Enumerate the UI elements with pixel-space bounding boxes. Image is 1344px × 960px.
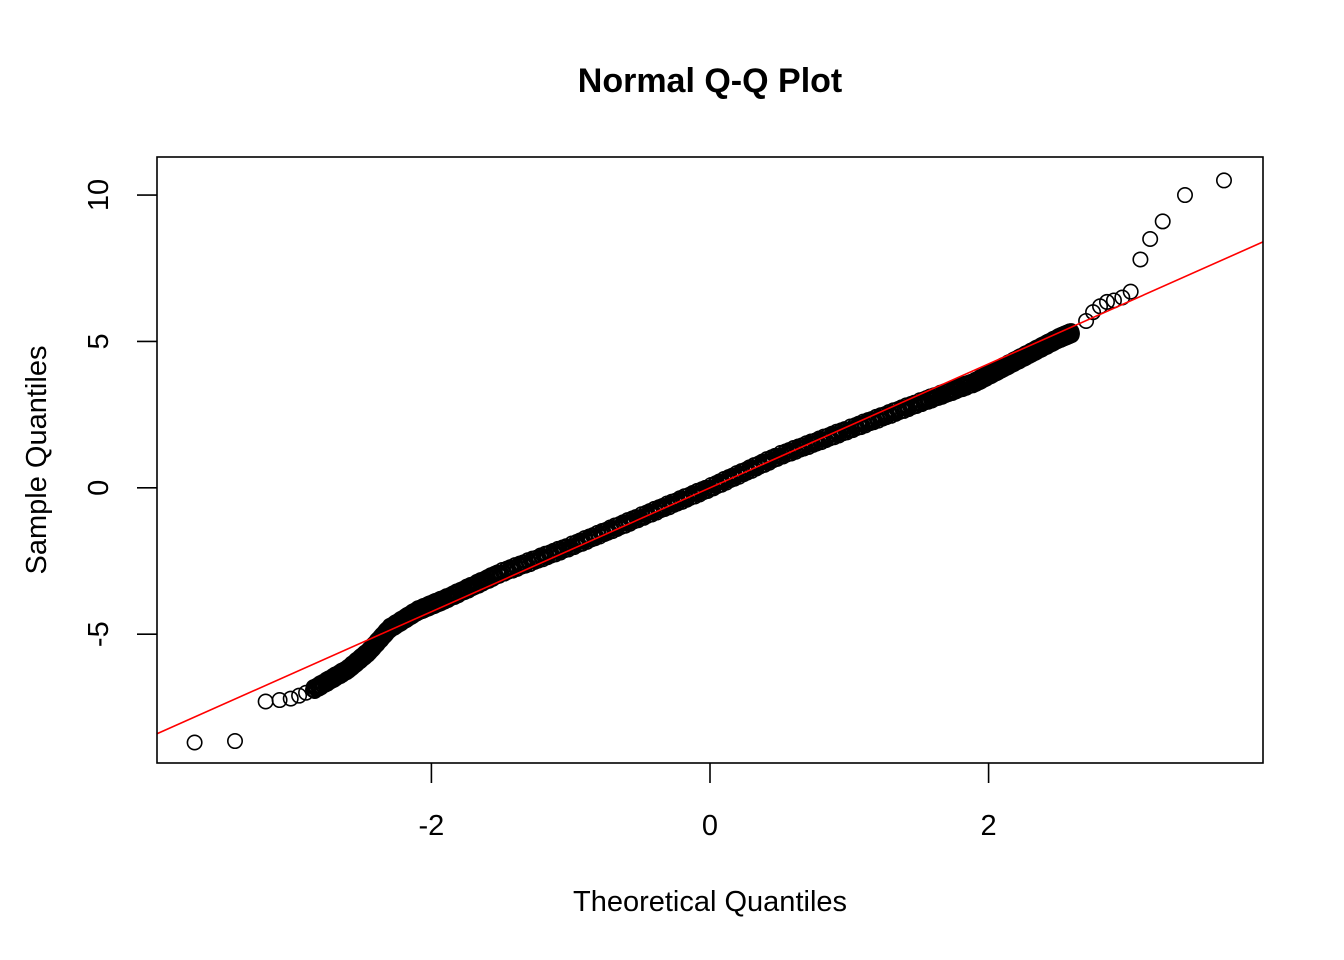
data-point [227,733,244,750]
x-axis: -2 0 2 [419,763,997,842]
data-point [1142,230,1159,247]
y-axis-label: Sample Quantiles [21,346,53,575]
x-axis-label: Theoretical Quantiles [573,886,847,918]
y-tick-label: 10 [83,179,115,211]
data-point [282,690,299,707]
data-point [298,684,315,701]
chart-title: Normal Q-Q Plot [578,62,842,100]
y-tick-label: -5 [83,621,115,647]
plot-frame [156,156,1264,764]
data-point [257,693,274,710]
data-point [1098,293,1115,310]
y-axis: -5 0 5 10 [83,179,157,647]
y-tick-label: 5 [83,333,115,349]
data-point [186,734,203,751]
x-tick-label: 0 [702,810,718,842]
data-point [1122,283,1139,300]
data-point [291,687,308,704]
x-tick-label: 2 [981,810,997,842]
data-point [1154,213,1171,230]
data-point [1215,172,1232,189]
reference-line [156,241,1264,735]
data-points [186,172,1232,751]
data-point [271,692,288,709]
x-tick-label: -2 [419,810,445,842]
data-point [1132,251,1149,268]
data-point [1176,187,1193,204]
y-tick-label: 0 [83,480,115,496]
